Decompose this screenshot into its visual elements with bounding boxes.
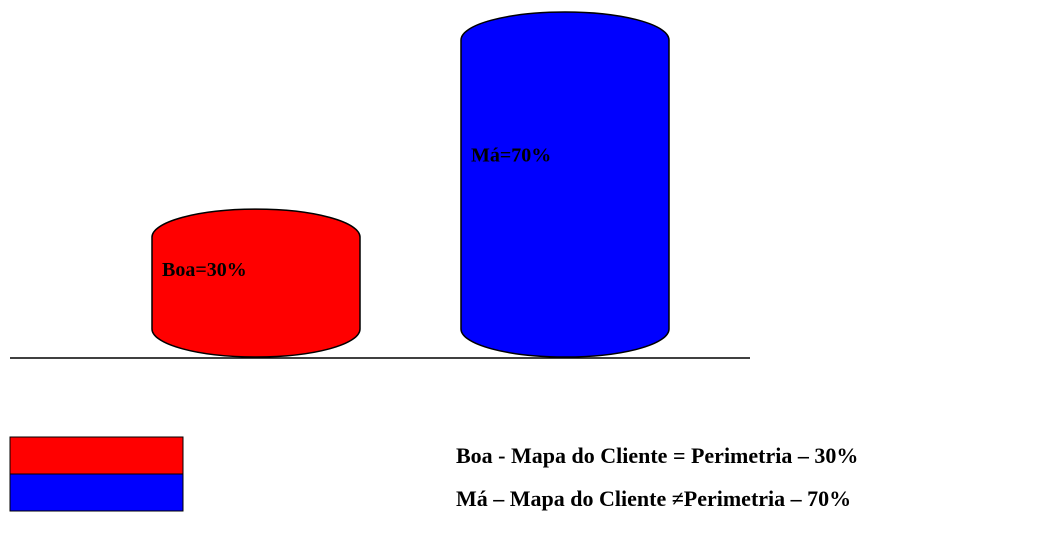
legend-text: Má – Mapa do Cliente ≠Perimetria – 70%: [456, 486, 851, 511]
data-label: Boa=30%: [162, 259, 247, 281]
bar: [460, 11, 670, 358]
legend-swatch: [9, 473, 184, 512]
legend-swatch: [9, 436, 184, 475]
data-label: Má=70%: [471, 144, 551, 166]
legend-text: Boa - Mapa do Cliente = Perimetria – 30%: [456, 443, 858, 468]
bar: [151, 208, 361, 358]
